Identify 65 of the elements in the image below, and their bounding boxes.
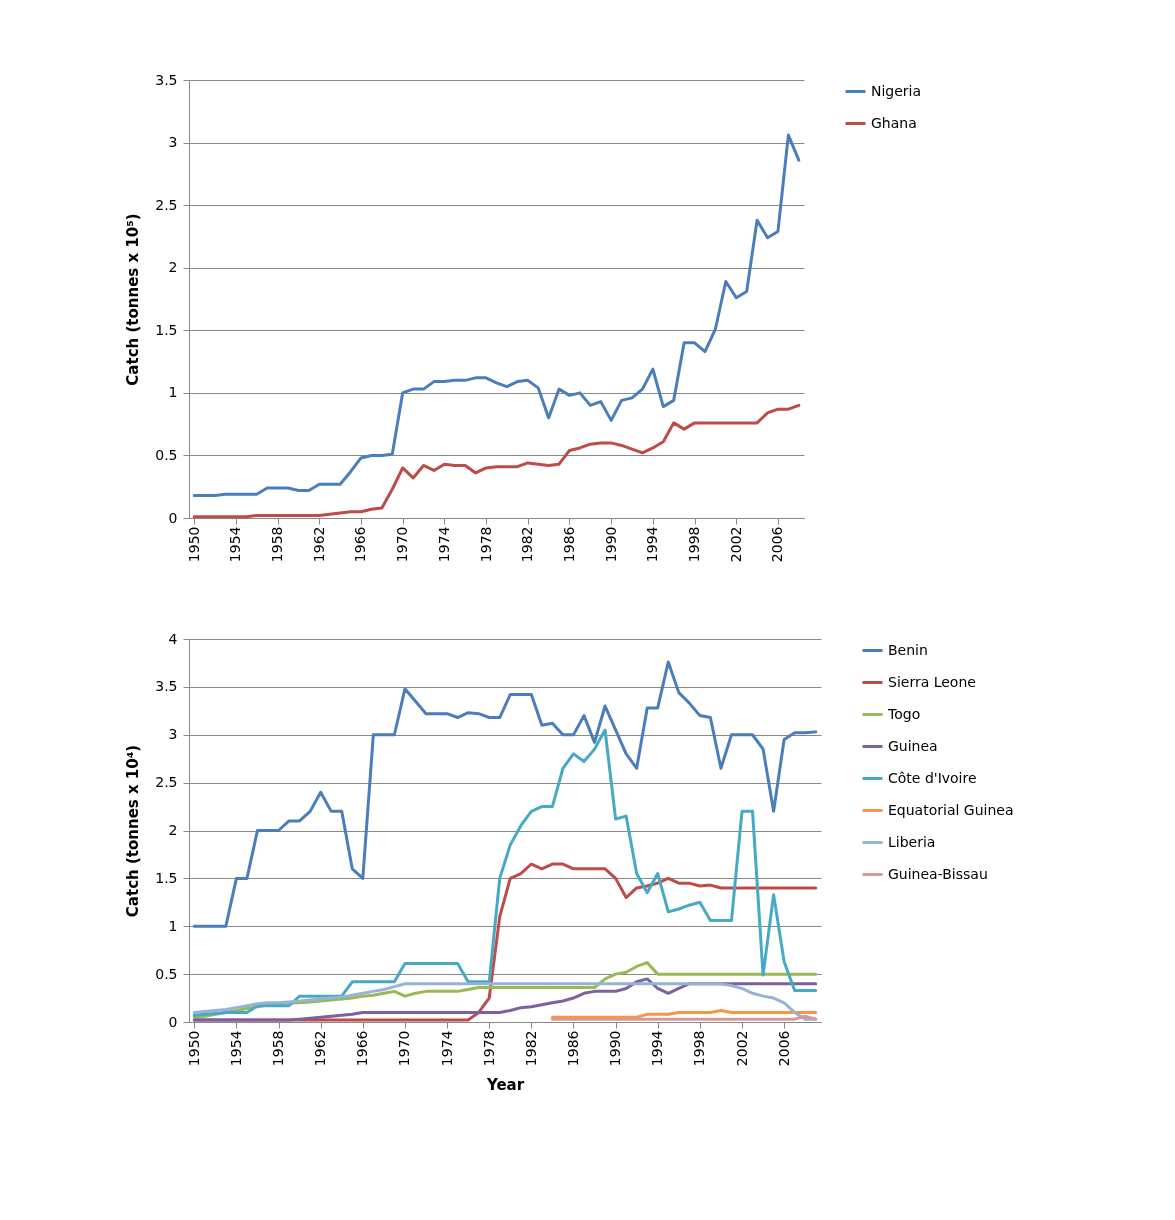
- x-tick-label: 2002: [733, 1030, 750, 1067]
- y-tick-label: 2: [168, 259, 178, 276]
- x-tick-label: 1994: [649, 1030, 666, 1067]
- legend-label: Liberia: [888, 833, 936, 850]
- x-tick-label: 1970: [396, 1030, 413, 1067]
- x-tick-label: 1954: [227, 1030, 244, 1067]
- y-tick-label: 4: [168, 630, 178, 647]
- x-tick-label: 1966: [354, 1030, 371, 1067]
- x-tick-label: 1982: [519, 526, 536, 563]
- x-tick-label: 1978: [477, 526, 494, 563]
- legend-label: Guinea-Bissau: [888, 865, 988, 882]
- y-tick-label: 3.5: [155, 678, 178, 695]
- x-tick-label: 1958: [269, 526, 286, 563]
- x-tick-label: 1986: [564, 1030, 581, 1067]
- x-tick-label: 1974: [438, 1030, 455, 1067]
- x-tick-label: 1966: [352, 526, 369, 563]
- y-axis-title: Catch (tonnes x 10⁵): [124, 213, 143, 386]
- x-tick-label: 1986: [560, 526, 577, 563]
- y-tick-label: 3: [168, 134, 178, 151]
- legend-label: Côte d'Ivoire: [888, 769, 977, 786]
- line-series: [192, 660, 818, 928]
- y-axis-title: Catch (tonnes x 10⁴): [124, 744, 143, 918]
- x-tick-label: 1978: [480, 1030, 497, 1067]
- legend-label: Equatorial Guinea: [888, 801, 1014, 818]
- x-tick-label: 1998: [686, 526, 703, 563]
- y-tick-label: 1.5: [155, 869, 178, 886]
- legend-label: Benin: [888, 641, 928, 658]
- x-tick-label: 1974: [435, 526, 452, 563]
- y-tick-label: 2.5: [155, 774, 178, 791]
- x-tick-label: 2002: [727, 526, 744, 563]
- line-series: [550, 1009, 818, 1019]
- y-tick-label: 3.5: [155, 71, 178, 88]
- line-series: [192, 728, 818, 1017]
- y-tick-label: 0.5: [155, 965, 178, 982]
- y-tick-label: 0: [168, 509, 178, 526]
- y-tick-label: 2: [168, 822, 178, 838]
- legend-label: Nigeria: [871, 82, 922, 99]
- x-tick-label: 1962: [312, 1030, 329, 1067]
- y-tick-label: 2.5: [155, 196, 178, 213]
- y-tick-label: 3: [168, 726, 178, 743]
- legend-label: Ghana: [871, 114, 917, 131]
- y-tick-label: 0: [168, 1013, 178, 1030]
- y-tick-label: 1.5: [155, 321, 178, 338]
- line-series: [192, 403, 801, 519]
- legend-label: Sierra Leone: [888, 673, 976, 690]
- x-tick-label: 1998: [691, 1030, 708, 1067]
- line-series: [192, 133, 801, 497]
- y-tick-label: 1: [168, 384, 178, 401]
- x-tick-label: 1958: [270, 1030, 287, 1067]
- x-tick-label: 1950: [185, 526, 202, 563]
- legend-label: Guinea: [888, 737, 938, 754]
- legend-label: Togo: [887, 705, 921, 722]
- x-tick-label: 1994: [644, 526, 661, 563]
- x-tick-label: 1982: [522, 1030, 539, 1067]
- x-axis-title: Year: [485, 1076, 525, 1095]
- y-tick-label: 0.5: [155, 446, 178, 463]
- x-tick-label: 2006: [775, 1030, 792, 1067]
- x-tick-label: 1990: [602, 526, 619, 563]
- x-tick-label: 1962: [310, 526, 327, 563]
- x-tick-label: 1970: [394, 526, 411, 563]
- x-tick-label: 2006: [769, 526, 786, 563]
- y-tick-label: 1: [168, 917, 178, 934]
- x-tick-label: 1950: [185, 1030, 202, 1067]
- x-tick-label: 1990: [607, 1030, 624, 1067]
- x-tick-label: 1954: [227, 526, 244, 563]
